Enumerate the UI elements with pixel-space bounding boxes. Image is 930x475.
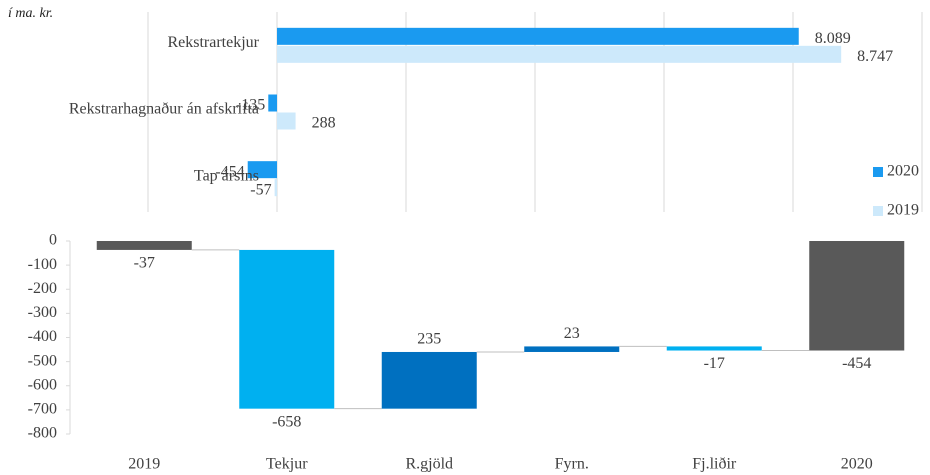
bar xyxy=(247,161,277,179)
x-tick-label: Fyrn. xyxy=(555,456,589,473)
bar xyxy=(524,346,620,352)
x-tick-label: R.gjöld xyxy=(405,456,453,473)
legend-swatch xyxy=(873,206,883,216)
x-tick-label: 2020 xyxy=(841,456,873,473)
x-tick-label: 2019 xyxy=(128,456,160,473)
data-label: 235 xyxy=(417,331,441,348)
category-label: Rekstrartekjur xyxy=(167,34,259,51)
category-label: Rekstrarhagnaður án afskrifta xyxy=(69,101,259,118)
data-label: 8.747 xyxy=(857,48,893,65)
y-tick-label: -600 xyxy=(28,376,57,393)
bar xyxy=(239,249,335,409)
bar xyxy=(666,346,762,351)
bar xyxy=(277,112,296,130)
data-label: -454 xyxy=(215,163,244,180)
y-tick-label: -800 xyxy=(28,425,57,442)
category-label: Tap ársins xyxy=(194,167,259,184)
y-tick-label: -200 xyxy=(28,280,57,297)
data-label: -454 xyxy=(842,355,871,372)
x-tick-label: Fj.liðir xyxy=(692,456,737,473)
legend-swatch xyxy=(873,167,883,177)
bar xyxy=(381,351,477,409)
bar xyxy=(809,241,905,351)
legend-label: 2019 xyxy=(887,202,919,219)
x-tick-label: Tekjur xyxy=(266,456,308,473)
data-label: -658 xyxy=(272,413,301,430)
bar xyxy=(268,94,277,112)
data-label: 288 xyxy=(312,115,336,132)
data-label: -57 xyxy=(250,181,271,198)
chart-subtitle: í ma. kr. xyxy=(8,6,53,21)
y-tick-label: -300 xyxy=(28,304,57,321)
bar xyxy=(277,27,799,45)
bar xyxy=(274,179,277,197)
data-label: 8.089 xyxy=(815,30,851,47)
y-tick-label: -700 xyxy=(28,401,57,418)
data-label: -37 xyxy=(134,255,155,272)
data-label: -135 xyxy=(236,97,265,114)
bar xyxy=(277,45,842,63)
y-tick-label: -100 xyxy=(28,256,57,273)
y-tick-label: -500 xyxy=(28,352,57,369)
data-label: -17 xyxy=(704,355,725,372)
legend-label: 2020 xyxy=(887,163,919,180)
y-tick-label: 0 xyxy=(49,232,57,249)
y-tick-label: -400 xyxy=(28,328,57,345)
data-label: 23 xyxy=(564,325,580,342)
bar xyxy=(96,241,192,250)
